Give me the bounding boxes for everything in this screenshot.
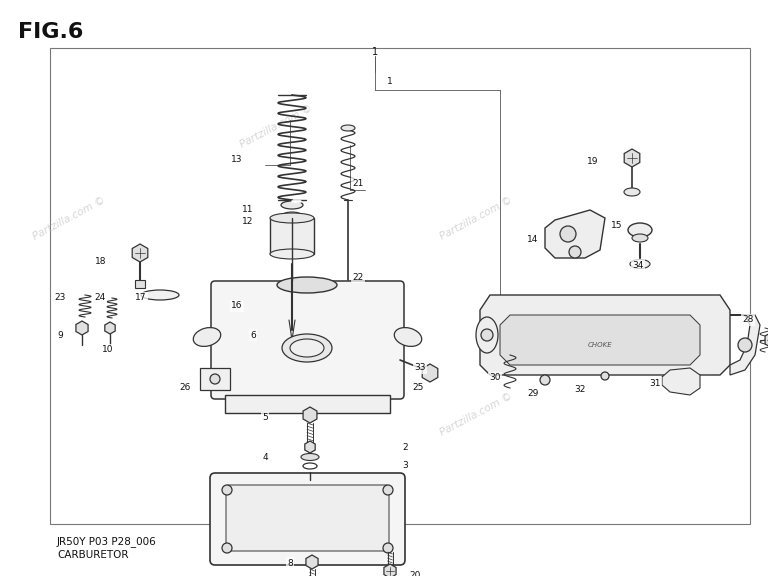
- Text: 3: 3: [402, 460, 408, 469]
- Polygon shape: [662, 368, 700, 395]
- Ellipse shape: [277, 277, 337, 293]
- Ellipse shape: [283, 212, 301, 218]
- Text: 11: 11: [242, 206, 253, 214]
- Circle shape: [383, 485, 393, 495]
- Text: 17: 17: [135, 294, 147, 302]
- Ellipse shape: [194, 328, 220, 346]
- Ellipse shape: [141, 290, 179, 300]
- Polygon shape: [305, 441, 315, 453]
- Circle shape: [601, 372, 609, 380]
- Text: 25: 25: [412, 384, 424, 392]
- Text: 28: 28: [743, 316, 753, 324]
- Circle shape: [222, 543, 232, 553]
- Text: 31: 31: [649, 378, 660, 388]
- Polygon shape: [765, 332, 768, 348]
- Circle shape: [560, 226, 576, 242]
- Ellipse shape: [341, 125, 355, 131]
- Text: 22: 22: [353, 272, 363, 282]
- Circle shape: [383, 543, 393, 553]
- Text: 16: 16: [231, 301, 243, 310]
- Text: 23: 23: [55, 294, 66, 302]
- Polygon shape: [730, 315, 760, 375]
- Text: CHOKE: CHOKE: [588, 342, 612, 348]
- Text: Partzilla.com ©: Partzilla.com ©: [439, 195, 514, 242]
- Polygon shape: [500, 315, 700, 365]
- Text: 21: 21: [353, 179, 364, 188]
- Circle shape: [210, 374, 220, 384]
- Circle shape: [738, 338, 752, 352]
- Ellipse shape: [624, 188, 640, 196]
- Polygon shape: [76, 321, 88, 335]
- Text: 1: 1: [387, 78, 393, 86]
- Bar: [200, 368, 230, 390]
- Text: Partzilla.com ©: Partzilla.com ©: [239, 103, 314, 150]
- Text: Partzilla.com ©: Partzilla.com ©: [439, 391, 514, 438]
- Text: 30: 30: [489, 373, 501, 382]
- Polygon shape: [306, 555, 318, 569]
- Circle shape: [222, 485, 232, 495]
- Bar: [135, 280, 145, 288]
- Text: 14: 14: [528, 236, 538, 244]
- Circle shape: [481, 329, 493, 341]
- Circle shape: [540, 375, 550, 385]
- Text: 20: 20: [409, 570, 421, 576]
- Text: CARBURETOR: CARBURETOR: [57, 550, 128, 560]
- FancyBboxPatch shape: [210, 473, 405, 565]
- Polygon shape: [480, 295, 730, 375]
- Polygon shape: [104, 322, 115, 334]
- Ellipse shape: [628, 223, 652, 237]
- Text: 32: 32: [574, 385, 586, 395]
- Ellipse shape: [281, 201, 303, 209]
- Text: 33: 33: [414, 363, 425, 373]
- Ellipse shape: [270, 249, 314, 259]
- Text: 13: 13: [231, 156, 243, 165]
- Ellipse shape: [632, 234, 648, 242]
- FancyBboxPatch shape: [226, 485, 389, 551]
- Text: 24: 24: [94, 294, 106, 302]
- Ellipse shape: [630, 260, 650, 268]
- Text: 12: 12: [243, 218, 253, 226]
- Text: 10: 10: [102, 346, 114, 354]
- Polygon shape: [422, 364, 438, 382]
- Polygon shape: [384, 564, 396, 576]
- Text: 4: 4: [262, 453, 268, 463]
- Text: 1: 1: [372, 47, 378, 57]
- Text: 15: 15: [611, 221, 623, 229]
- Bar: [225, 395, 390, 413]
- Text: 34: 34: [632, 260, 644, 270]
- Polygon shape: [132, 244, 147, 262]
- FancyBboxPatch shape: [211, 281, 404, 399]
- Polygon shape: [545, 210, 605, 258]
- Ellipse shape: [301, 453, 319, 460]
- Text: 5: 5: [262, 414, 268, 423]
- Circle shape: [569, 246, 581, 258]
- Bar: [270, 218, 314, 254]
- Text: 29: 29: [528, 388, 538, 397]
- Text: 18: 18: [95, 257, 107, 267]
- Ellipse shape: [282, 334, 332, 362]
- Polygon shape: [303, 407, 317, 423]
- Text: 19: 19: [588, 157, 599, 166]
- Ellipse shape: [394, 328, 422, 346]
- Ellipse shape: [476, 317, 498, 353]
- Polygon shape: [624, 149, 640, 167]
- Text: 9: 9: [57, 332, 63, 340]
- Text: 8: 8: [287, 559, 293, 567]
- Text: FIG.6: FIG.6: [18, 22, 84, 42]
- Text: JR50Y P03 P28_006: JR50Y P03 P28_006: [57, 536, 157, 547]
- Text: 6: 6: [250, 331, 256, 339]
- Text: Partzilla.com ©: Partzilla.com ©: [31, 195, 107, 242]
- Text: Partzilla.com ©: Partzilla.com ©: [239, 322, 314, 369]
- Ellipse shape: [270, 213, 314, 223]
- Text: 26: 26: [179, 384, 190, 392]
- Text: 2: 2: [402, 444, 408, 453]
- Ellipse shape: [290, 339, 324, 357]
- Bar: [50, 48, 750, 524]
